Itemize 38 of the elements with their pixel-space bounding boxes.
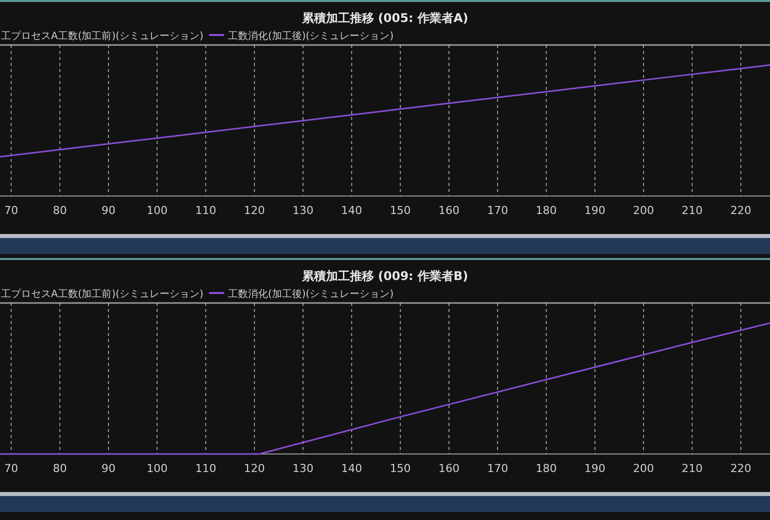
x-tick-label: 90 xyxy=(101,204,116,217)
x-tick-label: 150 xyxy=(390,462,411,475)
text: 工プロセスA工数(加工前)(シミュレーション) xyxy=(1,30,204,42)
x-tick-label: 140 xyxy=(341,462,362,475)
x-tick-label: 130 xyxy=(292,204,314,217)
x-tick-label: 150 xyxy=(390,204,411,217)
chart-title: 累積加工推移 (009: 作業者B) xyxy=(300,269,468,283)
x-tick-label: 200 xyxy=(633,204,654,217)
x-tick-label: 140 xyxy=(341,204,362,217)
chart-title: 累積加工推移 (005: 作業者A) xyxy=(300,11,468,25)
x-tick-label: 110 xyxy=(195,462,216,475)
x-tick-label: 180 xyxy=(536,204,557,217)
x-tick-label: 120 xyxy=(244,204,265,217)
x-tick-label: 180 xyxy=(536,462,557,475)
x-tick-label: 80 xyxy=(52,204,67,217)
x-tick-label: 120 xyxy=(244,462,265,475)
legend-label: 工数消化(加工後)(シミュレーション) xyxy=(228,288,394,300)
x-tick-label: 100 xyxy=(146,204,168,217)
x-tick-label: 110 xyxy=(195,204,216,217)
x-tick-label: 70 xyxy=(4,462,18,475)
x-tick-label: 80 xyxy=(52,462,67,475)
x-tick-label: 100 xyxy=(146,462,168,475)
text: 工プロセスA工数(加工前)(シミュレーション) xyxy=(1,288,204,300)
x-tick-label: 190 xyxy=(584,462,606,475)
x-tick-label: 200 xyxy=(633,462,654,475)
x-tick-label: 90 xyxy=(101,462,116,475)
x-tick-label: 160 xyxy=(438,204,460,217)
x-tick-label: 170 xyxy=(487,204,508,217)
x-tick-label: 130 xyxy=(292,462,314,475)
x-tick-label: 220 xyxy=(730,462,752,475)
x-tick-label: 160 xyxy=(438,462,460,475)
legend-label: 工数消化(加工後)(シミュレーション) xyxy=(228,30,394,42)
x-tick-label: 220 xyxy=(730,204,752,217)
x-tick-label: 70 xyxy=(4,204,18,217)
x-tick-label: 210 xyxy=(682,204,703,217)
x-tick-label: 170 xyxy=(487,462,508,475)
x-tick-label: 210 xyxy=(682,462,703,475)
x-tick-label: 190 xyxy=(584,204,606,217)
